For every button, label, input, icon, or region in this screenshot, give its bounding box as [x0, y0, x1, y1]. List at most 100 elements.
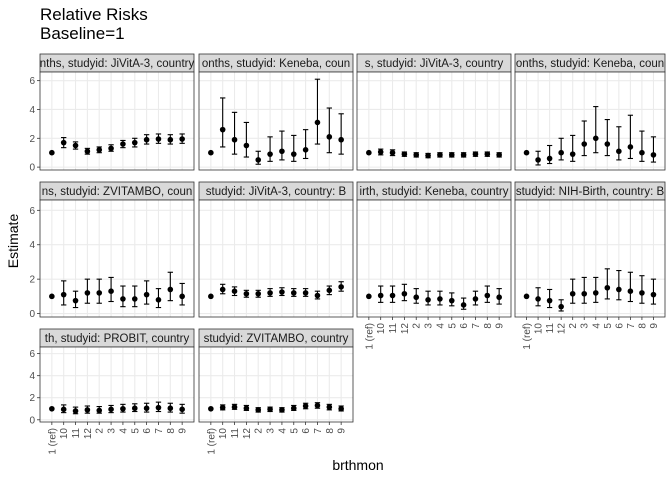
x-tick-label: 9	[178, 428, 189, 434]
panel-background	[199, 347, 353, 422]
estimate-point	[389, 292, 396, 299]
error-bar	[167, 271, 173, 302]
estimate-point	[377, 149, 384, 155]
estimate-point	[120, 141, 126, 147]
facet-panel: ns, studyid: ZVITAMBO, coun 0 2 4 6	[29, 181, 195, 320]
estimate-point	[49, 293, 55, 300]
error-bar	[627, 271, 633, 303]
facet-strip-label: th, studyid: PROBIT, country	[45, 333, 190, 345]
estimate-point	[60, 291, 67, 298]
estimate-point	[72, 297, 79, 304]
panel-border	[514, 71, 666, 171]
error-bar	[581, 120, 587, 157]
error-bar	[604, 119, 610, 157]
estimate-point	[326, 134, 333, 140]
x-tick-label: 12	[557, 323, 568, 335]
estimate-point	[49, 149, 55, 156]
estimate-point	[179, 406, 185, 413]
x-tick-label: 10	[218, 428, 229, 440]
estimate-point	[219, 126, 226, 133]
x-tick-label: 4	[435, 323, 446, 329]
x-tick-label: 7	[626, 323, 637, 329]
estimate-point	[96, 407, 103, 414]
error-bar	[604, 268, 610, 300]
estimate-point	[219, 404, 226, 411]
estimate-point	[120, 405, 126, 412]
facet-strip-label: ns, studyid: ZVITAMBO, coun	[42, 186, 193, 198]
estimate-point	[143, 136, 150, 143]
error-bar	[326, 107, 332, 154]
estimate-point	[496, 294, 502, 301]
x-tick-label: 4	[591, 323, 602, 329]
estimate-point	[243, 290, 250, 297]
x-tick-label: 9	[649, 323, 660, 329]
x-tick-label: 2	[95, 428, 106, 434]
x-tick-label: 3	[424, 323, 435, 329]
estimate-point	[413, 152, 420, 158]
estimate-point	[472, 296, 479, 302]
estimate-point	[231, 136, 238, 143]
panel-background	[40, 200, 194, 317]
estimate-point	[96, 147, 103, 153]
estimate-point	[219, 286, 226, 293]
x-tick-label: 11	[71, 428, 82, 439]
error-bar	[314, 78, 321, 145]
panel-border	[514, 199, 666, 318]
x-tick-label: 1 (ref)	[522, 323, 533, 350]
facet-panel: onths, studyid: Keneba, coun	[198, 53, 354, 171]
estimate-point	[279, 289, 285, 295]
estimate-point	[108, 145, 114, 152]
y-tick-label: 6	[29, 349, 35, 360]
error-bar	[627, 114, 633, 160]
estimate-point	[366, 149, 372, 156]
estimate-point	[592, 135, 599, 142]
estimate-point	[535, 157, 541, 163]
estimate-point	[448, 297, 455, 304]
estimate-point	[302, 403, 309, 409]
error-bar	[243, 121, 250, 158]
estimate-point	[425, 296, 431, 303]
error-bar	[220, 97, 226, 148]
estimate-point	[460, 302, 467, 308]
facet-panels: nths, studyid: JiVitA-3, country 0 2 4 6 onth…	[29, 53, 666, 455]
facet-strip-label: nths, studyid: JiVitA-3, country	[40, 58, 195, 70]
y-tick-label: 6	[29, 76, 35, 87]
estimate-point	[546, 155, 553, 162]
facet-strip-label: studyid: JiVitA-3, country: B	[206, 186, 347, 198]
estimate-point	[592, 290, 599, 296]
estimate-point	[290, 151, 297, 157]
x-tick-label: 9	[337, 428, 348, 434]
estimate-point	[523, 149, 530, 156]
y-tick-label: 2	[29, 134, 35, 145]
estimate-point	[338, 284, 344, 290]
estimate-point	[413, 294, 420, 301]
estimate-point	[314, 292, 321, 299]
estimate-point	[627, 288, 634, 294]
estimate-point	[208, 149, 214, 156]
x-tick-label: 7	[313, 428, 324, 434]
panel-background	[357, 200, 511, 317]
estimate-point	[120, 296, 126, 302]
estimate-point	[302, 290, 309, 296]
estimate-point	[60, 139, 67, 146]
error-bar	[581, 276, 587, 304]
x-tick-label: 1 (ref)	[364, 323, 375, 350]
x-tick-label: 2	[412, 323, 423, 329]
estimate-point	[255, 290, 262, 297]
estimate-point	[290, 405, 297, 412]
x-tick-label: 1 (ref)	[47, 428, 58, 455]
estimate-point	[60, 406, 67, 413]
y-axis-title: Estimate	[5, 214, 21, 269]
estimate-point	[143, 405, 150, 412]
estimate-point	[581, 290, 588, 297]
estimate-point	[108, 288, 114, 294]
estimate-point	[167, 405, 174, 412]
estimate-point	[255, 407, 262, 413]
panel-background	[199, 200, 353, 317]
x-tick-label: 3	[266, 428, 277, 434]
x-tick-label: 6	[614, 323, 625, 329]
panel-border	[198, 199, 354, 318]
x-tick-label: 8	[166, 428, 177, 434]
facet-strip-label: s, studyid: JiVitA-3, country	[365, 58, 504, 70]
